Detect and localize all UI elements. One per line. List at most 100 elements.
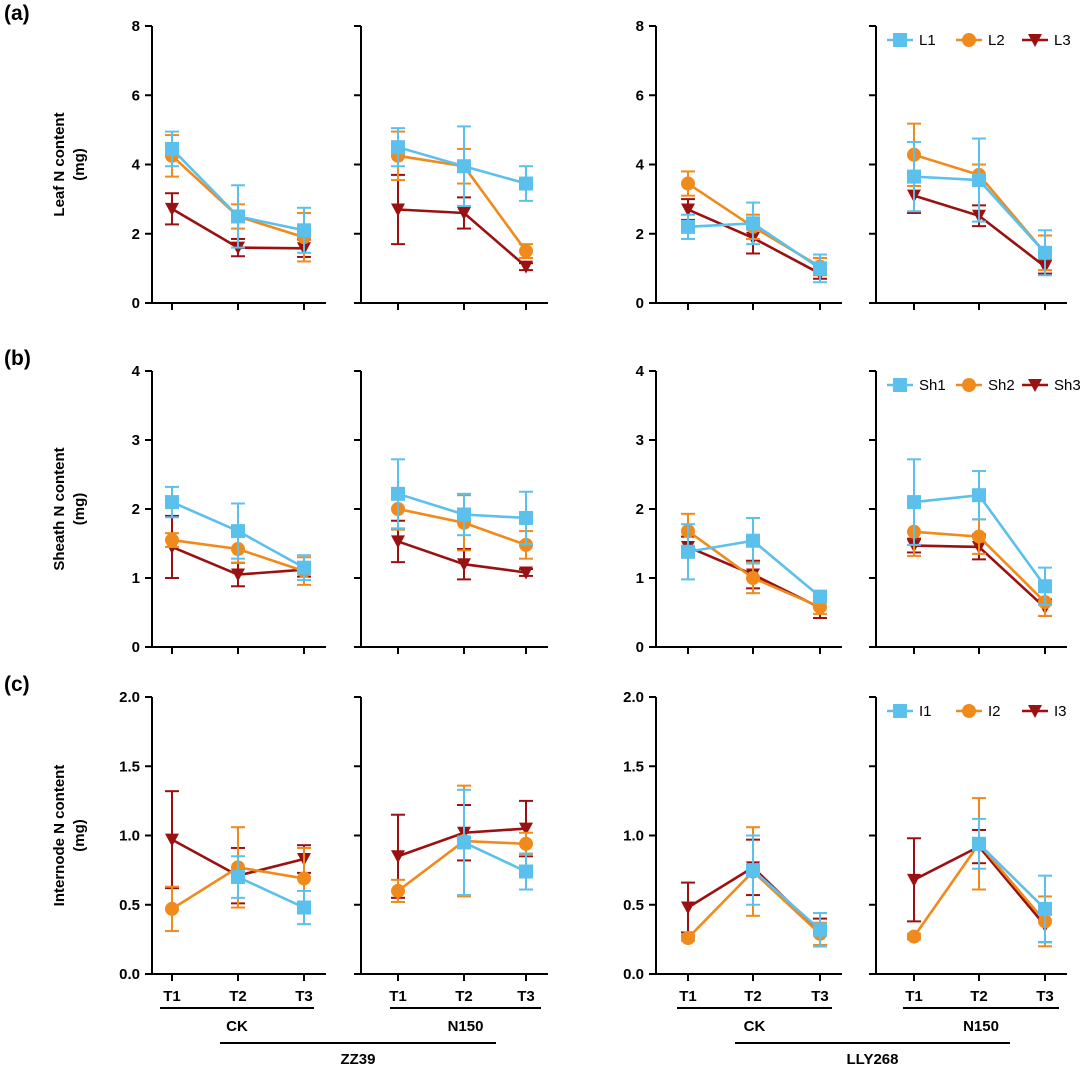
data-point: [231, 524, 245, 539]
series-Sh1: [681, 516, 827, 604]
data-point: [231, 568, 245, 582]
y-axis-unit: (mg): [71, 493, 88, 526]
legend-label: Sh2: [988, 377, 1015, 394]
y-tick-label: 2: [636, 501, 644, 518]
y-tick-label: 2.0: [623, 689, 644, 706]
data-point: [681, 901, 695, 915]
data-point: [1038, 245, 1052, 260]
data-point: [297, 900, 311, 915]
subplot-LLY268-CK: 0 1 2 3 4: [636, 363, 842, 656]
legend-label: I3: [1054, 703, 1067, 720]
subplot-ZZ39-CK: 0.0 0.5 1.0 1.5 2.0 T1 T2 T3: [119, 689, 326, 1005]
x-tick-label: T2: [744, 988, 762, 1005]
y-tick-label: 6: [636, 87, 644, 104]
y-axis-label: Sheath N content: [51, 447, 68, 570]
subplot-ZZ39-CK: 0 1 2 3 4: [132, 363, 326, 656]
y-tick-label: 0: [132, 295, 140, 312]
data-point: [391, 140, 405, 155]
legend-label: I2: [988, 703, 1001, 720]
series-L3: [391, 173, 533, 274]
y-tick-label: 2: [132, 501, 140, 518]
series-Sh1: [391, 458, 533, 546]
y-tick-label: 1.0: [119, 828, 140, 845]
subplot-ZZ39-CK: 0 2 4 6 8: [132, 18, 326, 312]
data-point: [907, 495, 921, 510]
series-Sh1: [907, 458, 1052, 606]
y-tick-label: 1.5: [119, 758, 140, 775]
y-tick-label: 0: [636, 639, 644, 656]
y-tick-label: 0: [636, 295, 644, 312]
legend-marker: [893, 378, 907, 392]
group-brackets: CK N150 CK N150 ZZ39 LLY268: [160, 1007, 1059, 1068]
data-point: [391, 486, 405, 501]
data-point: [297, 871, 311, 886]
y-axis-label: Internode N content: [51, 765, 68, 907]
x-tick-label: T1: [163, 988, 181, 1005]
data-point: [519, 176, 533, 191]
y-axis-unit: (mg): [71, 819, 88, 852]
series-line: [397, 540, 527, 574]
legend-label: L2: [988, 32, 1005, 49]
y-tick-label: 2: [132, 226, 140, 243]
subplot-LLY268-N150: [869, 25, 1067, 310]
series-I1: [457, 788, 533, 897]
subplot-ZZ39-N150: T1 T2 T3: [354, 696, 548, 1005]
data-point: [297, 223, 311, 238]
x-tick-label: T2: [229, 988, 247, 1005]
y-tick-label: 0.5: [623, 897, 644, 914]
legend-marker: [893, 33, 907, 47]
data-point: [972, 488, 986, 503]
data-point: [813, 261, 827, 276]
data-point: [907, 929, 921, 944]
y-tick-label: 2: [636, 226, 644, 243]
data-point: [165, 141, 179, 156]
x-tick-label: T1: [389, 988, 407, 1005]
cultivar-label: ZZ39: [340, 1051, 375, 1068]
series-I1: [231, 855, 311, 926]
data-point: [681, 203, 695, 217]
data-point: [1038, 579, 1052, 594]
data-point: [519, 566, 533, 580]
data-point: [165, 833, 179, 847]
legend-marker: [962, 378, 976, 392]
data-point: [457, 507, 471, 522]
data-point: [746, 216, 760, 231]
y-tick-label: 8: [132, 18, 140, 35]
x-tick-label: T3: [517, 988, 535, 1005]
y-tick-label: 1.0: [623, 828, 644, 845]
subplot-LLY268-CK: 0 2 4 6 8: [636, 18, 842, 312]
panel-c: (c) Internode N content (mg) 0.0 0.5 1.0 1.5 2.…: [4, 673, 1067, 1005]
y-tick-label: 1: [636, 570, 644, 587]
y-tick-label: 4: [132, 157, 141, 174]
cultivar-label: LLY268: [847, 1051, 899, 1068]
data-point: [519, 864, 533, 879]
panel-label: (c): [4, 673, 30, 696]
data-point: [457, 206, 471, 220]
legend: I1 I2 I3: [887, 703, 1067, 720]
treatment-label: N150: [963, 1018, 999, 1035]
data-point: [519, 822, 533, 836]
data-point: [165, 901, 179, 916]
legend-marker: [962, 33, 976, 47]
data-point: [391, 535, 405, 549]
data-point: [813, 589, 827, 604]
series-line: [237, 875, 305, 909]
treatment-label: CK: [744, 1018, 766, 1035]
data-point: [681, 930, 695, 945]
data-point: [813, 922, 827, 937]
panel-label: (b): [4, 347, 31, 370]
x-tick-label: T1: [679, 988, 697, 1005]
treatment-label: CK: [226, 1018, 248, 1035]
y-tick-label: 8: [636, 18, 644, 35]
legend-label: I1: [919, 703, 932, 720]
data-point: [519, 510, 533, 525]
data-point: [972, 529, 986, 544]
data-point: [972, 836, 986, 851]
legend: L1 L2 L3: [887, 32, 1071, 49]
legend-label: L1: [919, 32, 936, 49]
data-point: [391, 883, 405, 898]
series-Sh1: [165, 485, 311, 582]
series-line: [463, 841, 527, 873]
legend-marker: [893, 704, 907, 718]
